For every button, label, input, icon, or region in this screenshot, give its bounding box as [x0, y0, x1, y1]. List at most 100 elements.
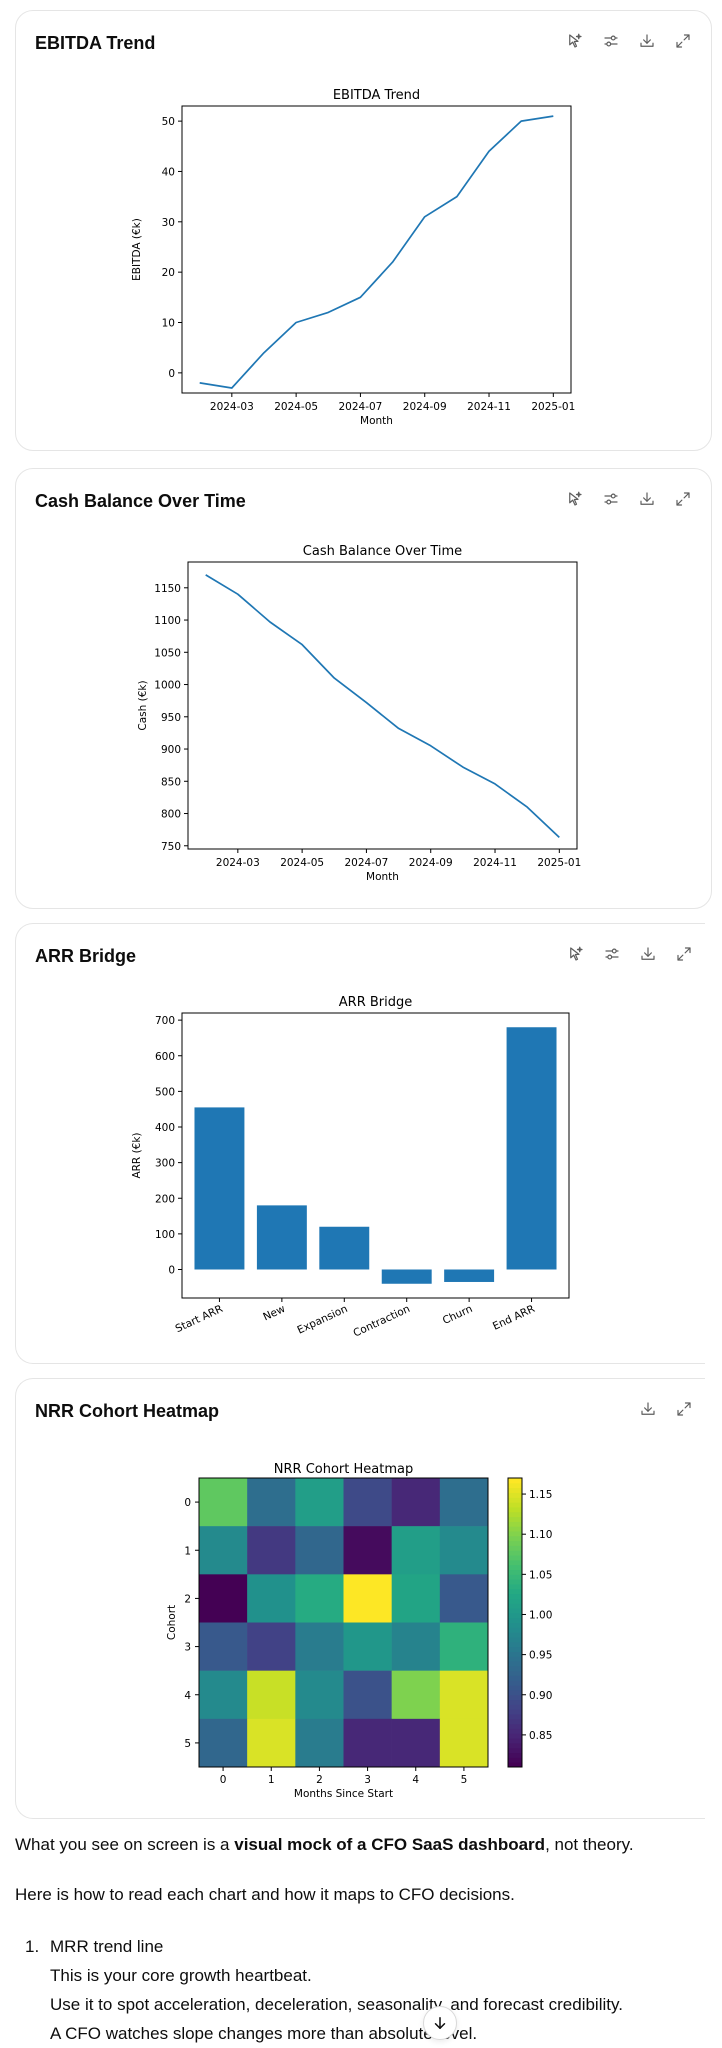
y-tick-label: 1050: [154, 647, 181, 659]
colorbar-segment: [508, 1545, 522, 1551]
x-tick-label: 2024-05: [274, 401, 318, 413]
download-icon[interactable]: [634, 1395, 662, 1423]
x-axis-label: Months Since Start: [294, 1788, 393, 1800]
x-axis-label: Month: [366, 871, 399, 883]
colorbar-tick-label: 0.90: [529, 1690, 552, 1702]
y-tick-label: 700: [155, 1015, 175, 1027]
y-tick-label: 2: [184, 1593, 191, 1605]
scroll-to-bottom-button[interactable]: [423, 2006, 457, 2040]
colorbar-segment: [508, 1651, 522, 1657]
settings-icon[interactable]: [598, 940, 626, 968]
settings-icon[interactable]: [597, 27, 625, 55]
y-tick-label: 600: [155, 1051, 175, 1063]
y-tick-label: 30: [162, 217, 175, 229]
intro-bold: visual mock of a CFO SaaS dashboard: [234, 1835, 546, 1854]
card-title: ARR Bridge: [35, 946, 137, 966]
bar: [381, 1269, 432, 1284]
heatmap-cell: [343, 1670, 392, 1720]
colorbar-segment: [508, 1685, 522, 1691]
y-axis-label: Cohort: [166, 1605, 178, 1640]
list-line: A CFO watches slope changes more than ab…: [50, 2024, 478, 2043]
explain-icon[interactable]: [561, 485, 589, 513]
colorbar-segment: [508, 1535, 522, 1542]
bar: [319, 1226, 370, 1270]
colorbar-segment: [508, 1747, 522, 1754]
card-actions: [561, 27, 697, 55]
expand-icon[interactable]: [670, 940, 698, 968]
explain-icon[interactable]: [561, 27, 589, 55]
colorbar-segment: [508, 1612, 522, 1619]
colorbar-segment: [508, 1593, 522, 1599]
series-line: [199, 115, 554, 389]
colorbar-segment: [508, 1506, 522, 1513]
y-tick-label: 500: [155, 1086, 175, 1098]
colorbar-segment: [508, 1699, 522, 1705]
intro-text-end: , not theory.: [545, 1835, 634, 1854]
x-tick-label: 2025-01: [531, 401, 575, 413]
y-axis-label: ARR (€k): [131, 1132, 143, 1178]
heatmap-cell: [295, 1526, 344, 1575]
bar: [444, 1269, 495, 1282]
ebitda-line-chart: EBITDA Trend 0 10 20 30 40 50 2024-03 2024-05 202…: [131, 88, 575, 427]
colorbar-segment: [508, 1738, 522, 1744]
colorbar-segment: [508, 1709, 522, 1715]
heatmap-cell: [391, 1526, 441, 1575]
chart-title: Cash Balance Over Time: [303, 544, 462, 559]
guide-paragraph: Here is how to read each chart and how i…: [15, 1885, 515, 1904]
y-tick-label: 4: [184, 1690, 191, 1702]
download-icon[interactable]: [634, 940, 662, 968]
chart-title: ARR Bridge: [339, 995, 412, 1010]
colorbar-segment: [508, 1622, 522, 1628]
colorbar-segment: [508, 1497, 522, 1503]
heatmap-cell: [247, 1478, 296, 1527]
colorbar-segment: [508, 1757, 522, 1763]
download-icon[interactable]: [633, 27, 661, 55]
x-axis-label: Month: [360, 415, 393, 427]
expand-icon[interactable]: [669, 27, 697, 55]
heatmap-cell: [247, 1526, 296, 1575]
colorbar-segment: [508, 1564, 522, 1571]
intro-text: What you see on screen is a: [15, 1835, 235, 1854]
heatmap-cell: [295, 1478, 344, 1527]
heatmap-cell: [439, 1574, 489, 1623]
colorbar-segment: [508, 1670, 522, 1676]
heatmap-cell: [439, 1718, 489, 1768]
x-tick-label: 2: [316, 1774, 323, 1786]
x-tick-label: 4: [412, 1774, 419, 1786]
chart-card-cash: Cash Balance Over Time Cash Balance Over…: [15, 468, 712, 909]
explain-icon[interactable]: [562, 940, 590, 968]
heatmap-cell: [295, 1622, 344, 1671]
colorbar-segment: [508, 1583, 522, 1590]
heatmap-cell: [391, 1718, 441, 1768]
colorbar-tick-label: 1.15: [529, 1489, 552, 1501]
expand-icon[interactable]: [670, 1395, 698, 1423]
heatmap-cell: [439, 1526, 489, 1575]
colorbar-segment: [508, 1598, 522, 1604]
list-line: This is your core growth heartbeat.: [50, 1966, 312, 1985]
y-tick-label: 20: [162, 267, 175, 279]
colorbar-tick-label: 1.05: [529, 1569, 552, 1581]
x-tick-label: 2024-11: [473, 857, 517, 869]
heatmap-cell: [391, 1478, 441, 1527]
heatmap-cell: [343, 1718, 392, 1768]
chart-title: NRR Cohort Heatmap: [274, 1462, 413, 1477]
colorbar-segment: [508, 1714, 522, 1720]
colorbar-segment: [508, 1733, 522, 1739]
colorbar-segment: [508, 1704, 522, 1710]
y-tick-label: 40: [162, 166, 175, 178]
colorbar-segment: [508, 1569, 522, 1575]
heatmap-cell: [247, 1670, 296, 1720]
colorbar-segment: [508, 1680, 522, 1686]
plot-frame: [187, 561, 578, 850]
colorbar-segment: [508, 1603, 522, 1609]
x-tick-label: Contraction: [351, 1303, 412, 1340]
card-title: Cash Balance Over Time: [35, 491, 246, 511]
colorbar-segment: [508, 1492, 522, 1498]
x-tick-label: End ARR: [491, 1303, 537, 1333]
expand-icon[interactable]: [669, 485, 697, 513]
settings-icon[interactable]: [597, 485, 625, 513]
chart-card-nrr: NRR Cohort Heatmap NRR Cohort Heatmap 0 1 2…: [15, 1378, 705, 1819]
download-icon[interactable]: [633, 485, 661, 513]
chart-card-ebitda: EBITDA Trend EBITDA Trend 0 10 20 30 40 50 2024…: [15, 10, 712, 451]
arr-bridge-bar-chart: ARR Bridge 0 100 200 300 400 500 600 700 Start AR…: [131, 995, 570, 1340]
